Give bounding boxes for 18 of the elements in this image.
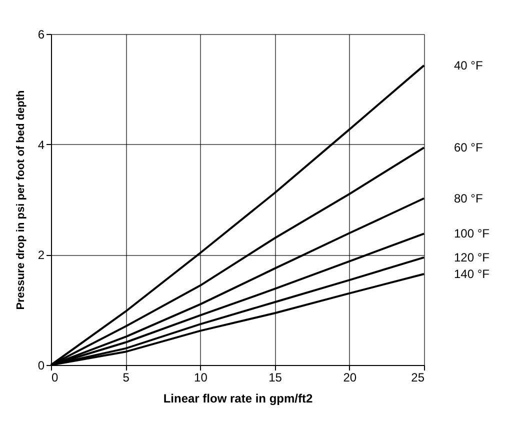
y-tick-label: 2 [38, 248, 45, 262]
y-axis-title: Pressure drop in psi per foot of bed depth [14, 90, 27, 310]
x-axis-title: Linear flow rate in gpm/ft2 [163, 392, 313, 406]
text: 40 °F [454, 58, 483, 72]
x-tick-label: 5 [122, 370, 130, 384]
y-tick-label: 4 [38, 138, 45, 152]
x-tick-label: 25 [411, 370, 425, 384]
y-tick-label: 0 [38, 358, 45, 372]
x-tick-label: 0 [52, 370, 58, 384]
text: 120 °F [454, 250, 490, 264]
x-tick-label: 15 [268, 370, 282, 384]
text: 140 °F [454, 266, 490, 281]
x-tick-label: 20 [343, 370, 357, 384]
text: 60 °F [454, 140, 483, 155]
y-tick-label: 6 [38, 28, 45, 42]
x-tick-label: 10 [194, 370, 208, 384]
text: 100 °F [454, 226, 490, 241]
text: 80 °F [454, 191, 483, 206]
